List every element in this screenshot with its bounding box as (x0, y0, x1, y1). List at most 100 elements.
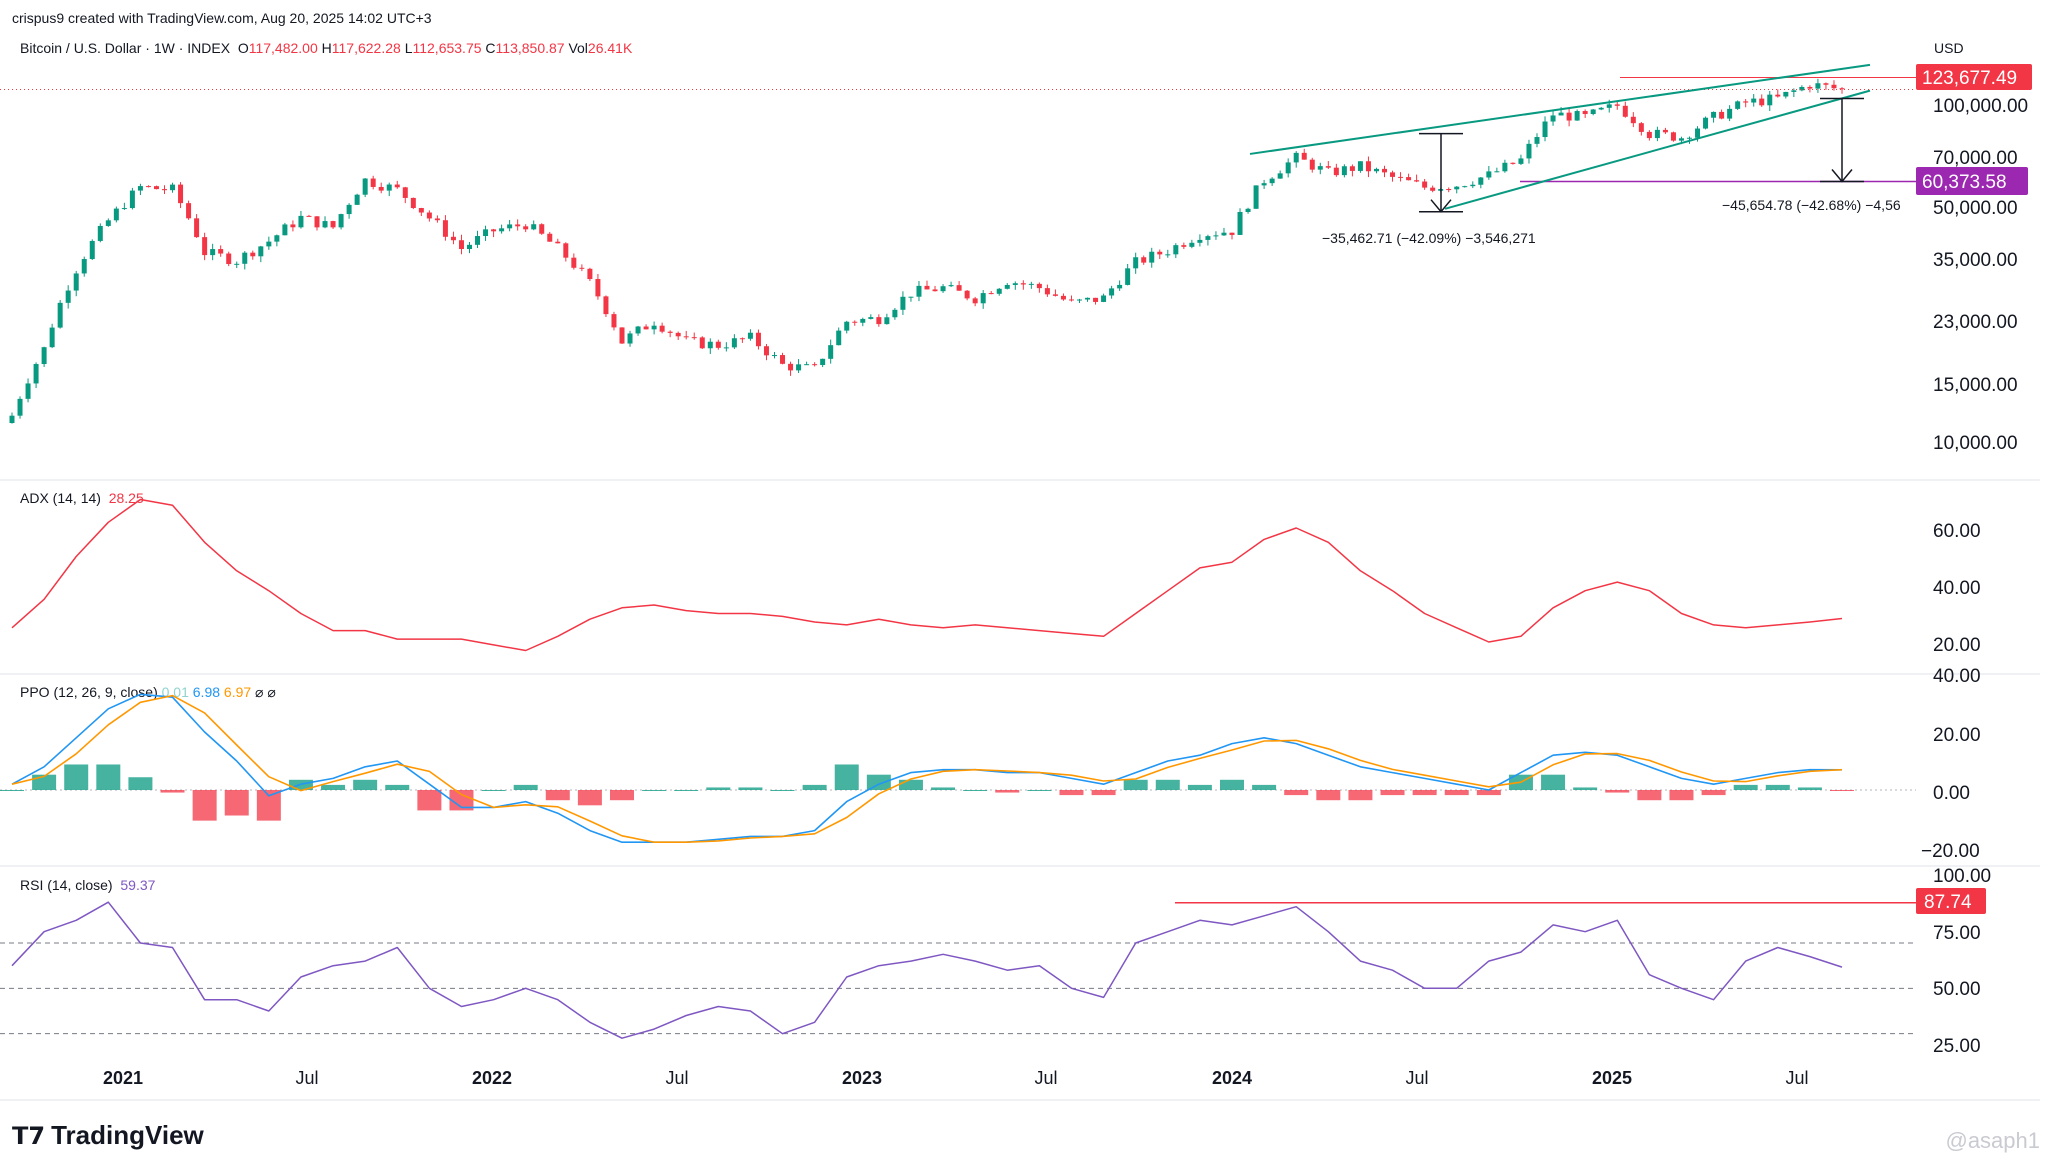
candle-body (113, 208, 119, 221)
candle-body (1582, 111, 1588, 115)
candle-body (1213, 235, 1219, 237)
ppo-pane[interactable] (0, 693, 1916, 844)
candle-body (900, 296, 906, 310)
candle-body (1815, 83, 1821, 89)
candle-body (1004, 284, 1010, 289)
candle-body (1470, 184, 1476, 187)
ppo-histogram-bar (545, 790, 570, 801)
candle-body (908, 296, 914, 298)
candle-body (266, 241, 272, 247)
candle-body (1502, 162, 1508, 172)
adx-name[interactable]: ADX (14, 14) (20, 490, 101, 506)
ppo-histogram-bar (128, 777, 153, 790)
candle-body (234, 263, 240, 265)
candle-body (1165, 254, 1171, 256)
candle-body (1767, 94, 1773, 106)
candle-body (1574, 111, 1580, 121)
price-legend: Bitcoin / U.S. Dollar · 1W · INDEX O117,… (20, 40, 632, 56)
candle-body (145, 186, 151, 188)
candle-body (507, 224, 513, 229)
ppo-histogram-bar (385, 784, 410, 790)
tradingview-logo-icon: 𝗧𝟳 (12, 1123, 46, 1150)
adx-axis[interactable]: 60.00 40.00 20.00 (1933, 521, 1981, 656)
candle-body (475, 236, 481, 245)
adx-value: 28.25 (108, 490, 144, 506)
candle-body (89, 240, 95, 260)
candle-body (1349, 166, 1355, 171)
ppo-name[interactable]: PPO (12, 26, 9, close) (20, 684, 158, 700)
candle-body (1141, 257, 1147, 263)
candle-body (763, 346, 769, 356)
candle-body (1189, 242, 1195, 247)
high-label: H (321, 40, 332, 56)
currency-label[interactable]: USD (1934, 40, 1964, 56)
candle-body (996, 288, 1002, 294)
candle-body (1486, 171, 1492, 178)
candle-body (1590, 109, 1596, 115)
time-tick-label: 2022 (472, 1068, 512, 1088)
candle-body (338, 214, 344, 228)
candle-body (587, 268, 593, 280)
ppo-histogram-bar (802, 784, 827, 790)
measured-move-arrow-1 (1419, 132, 1463, 213)
rsi-tick-100: 100.00 (1933, 866, 1991, 887)
candle-body (884, 317, 890, 325)
rsi-pane[interactable] (0, 901, 1916, 1039)
candle-body (1454, 186, 1460, 190)
candle-body (1253, 185, 1259, 209)
candle-body (210, 249, 216, 256)
price-axis[interactable]: 100,000.00 70,000.00 50,000.00 35,000.00… (1933, 96, 2028, 454)
candle-body (739, 338, 745, 340)
candle-body (330, 221, 336, 228)
rsi-axis[interactable]: 100.00 75.00 50.00 25.00 (1933, 866, 1991, 1057)
candle-body (1197, 239, 1203, 243)
adx-line (11, 498, 1843, 652)
ppo-histogram-bar (1187, 784, 1212, 790)
candle-body (306, 215, 312, 217)
candle-body (49, 327, 55, 348)
adx-pane[interactable] (11, 498, 1843, 652)
candle-body (298, 215, 304, 228)
candle-body (33, 364, 39, 384)
candle-body (892, 309, 898, 318)
candle-body (1654, 129, 1660, 139)
candle-body (1293, 152, 1299, 163)
candle-body (643, 326, 649, 330)
candle-body (547, 233, 553, 242)
ppo-axis[interactable]: 40.00 20.00 0.00 −20.00 (1921, 666, 1981, 862)
ppo-histogram-bar (417, 790, 442, 811)
ppo-histogram-bar (1765, 784, 1790, 790)
candle-body (788, 363, 794, 371)
candle-body (1711, 111, 1717, 118)
time-axis[interactable]: 2021 Jul 2022 Jul 2023 Jul 2024 Jul 2025 Jul (103, 1068, 1809, 1088)
candle-body (1398, 176, 1404, 178)
watermark: @asaph1 (1945, 1128, 2040, 1153)
ppo-histogram-bar (1284, 790, 1309, 796)
adx-tick-40: 40.00 (1933, 578, 1981, 599)
candle-body (611, 314, 617, 328)
ppo-histogram-bar (898, 779, 923, 790)
tradingview-logo[interactable]: 𝗧𝟳 TradingView (12, 1120, 204, 1151)
price-pane[interactable] (0, 63, 1916, 424)
ppo-histogram-bar (1059, 790, 1084, 796)
symbol-name[interactable]: Bitcoin / U.S. Dollar · 1W · INDEX (20, 40, 231, 56)
ppo-histogram-bar (160, 790, 185, 793)
candle-body (683, 336, 689, 338)
candle-body (964, 290, 970, 299)
price-tick-35000: 35,000.00 (1933, 250, 2018, 271)
rsi-name[interactable]: RSI (14, close) (20, 877, 113, 893)
candle-body (402, 187, 408, 198)
candle-body (1414, 180, 1420, 182)
ppo-histogram-bar (513, 784, 538, 790)
ppo-histogram-bar (1669, 790, 1694, 801)
ppo-histogram-bar (866, 774, 891, 790)
candle-body (940, 286, 946, 292)
candle-body (555, 241, 561, 244)
candle-body (226, 253, 232, 265)
candle-body (820, 358, 826, 366)
candle-body (354, 194, 360, 205)
candle-body (1390, 172, 1396, 177)
candle-body (1542, 121, 1548, 138)
candle-body (980, 293, 986, 304)
